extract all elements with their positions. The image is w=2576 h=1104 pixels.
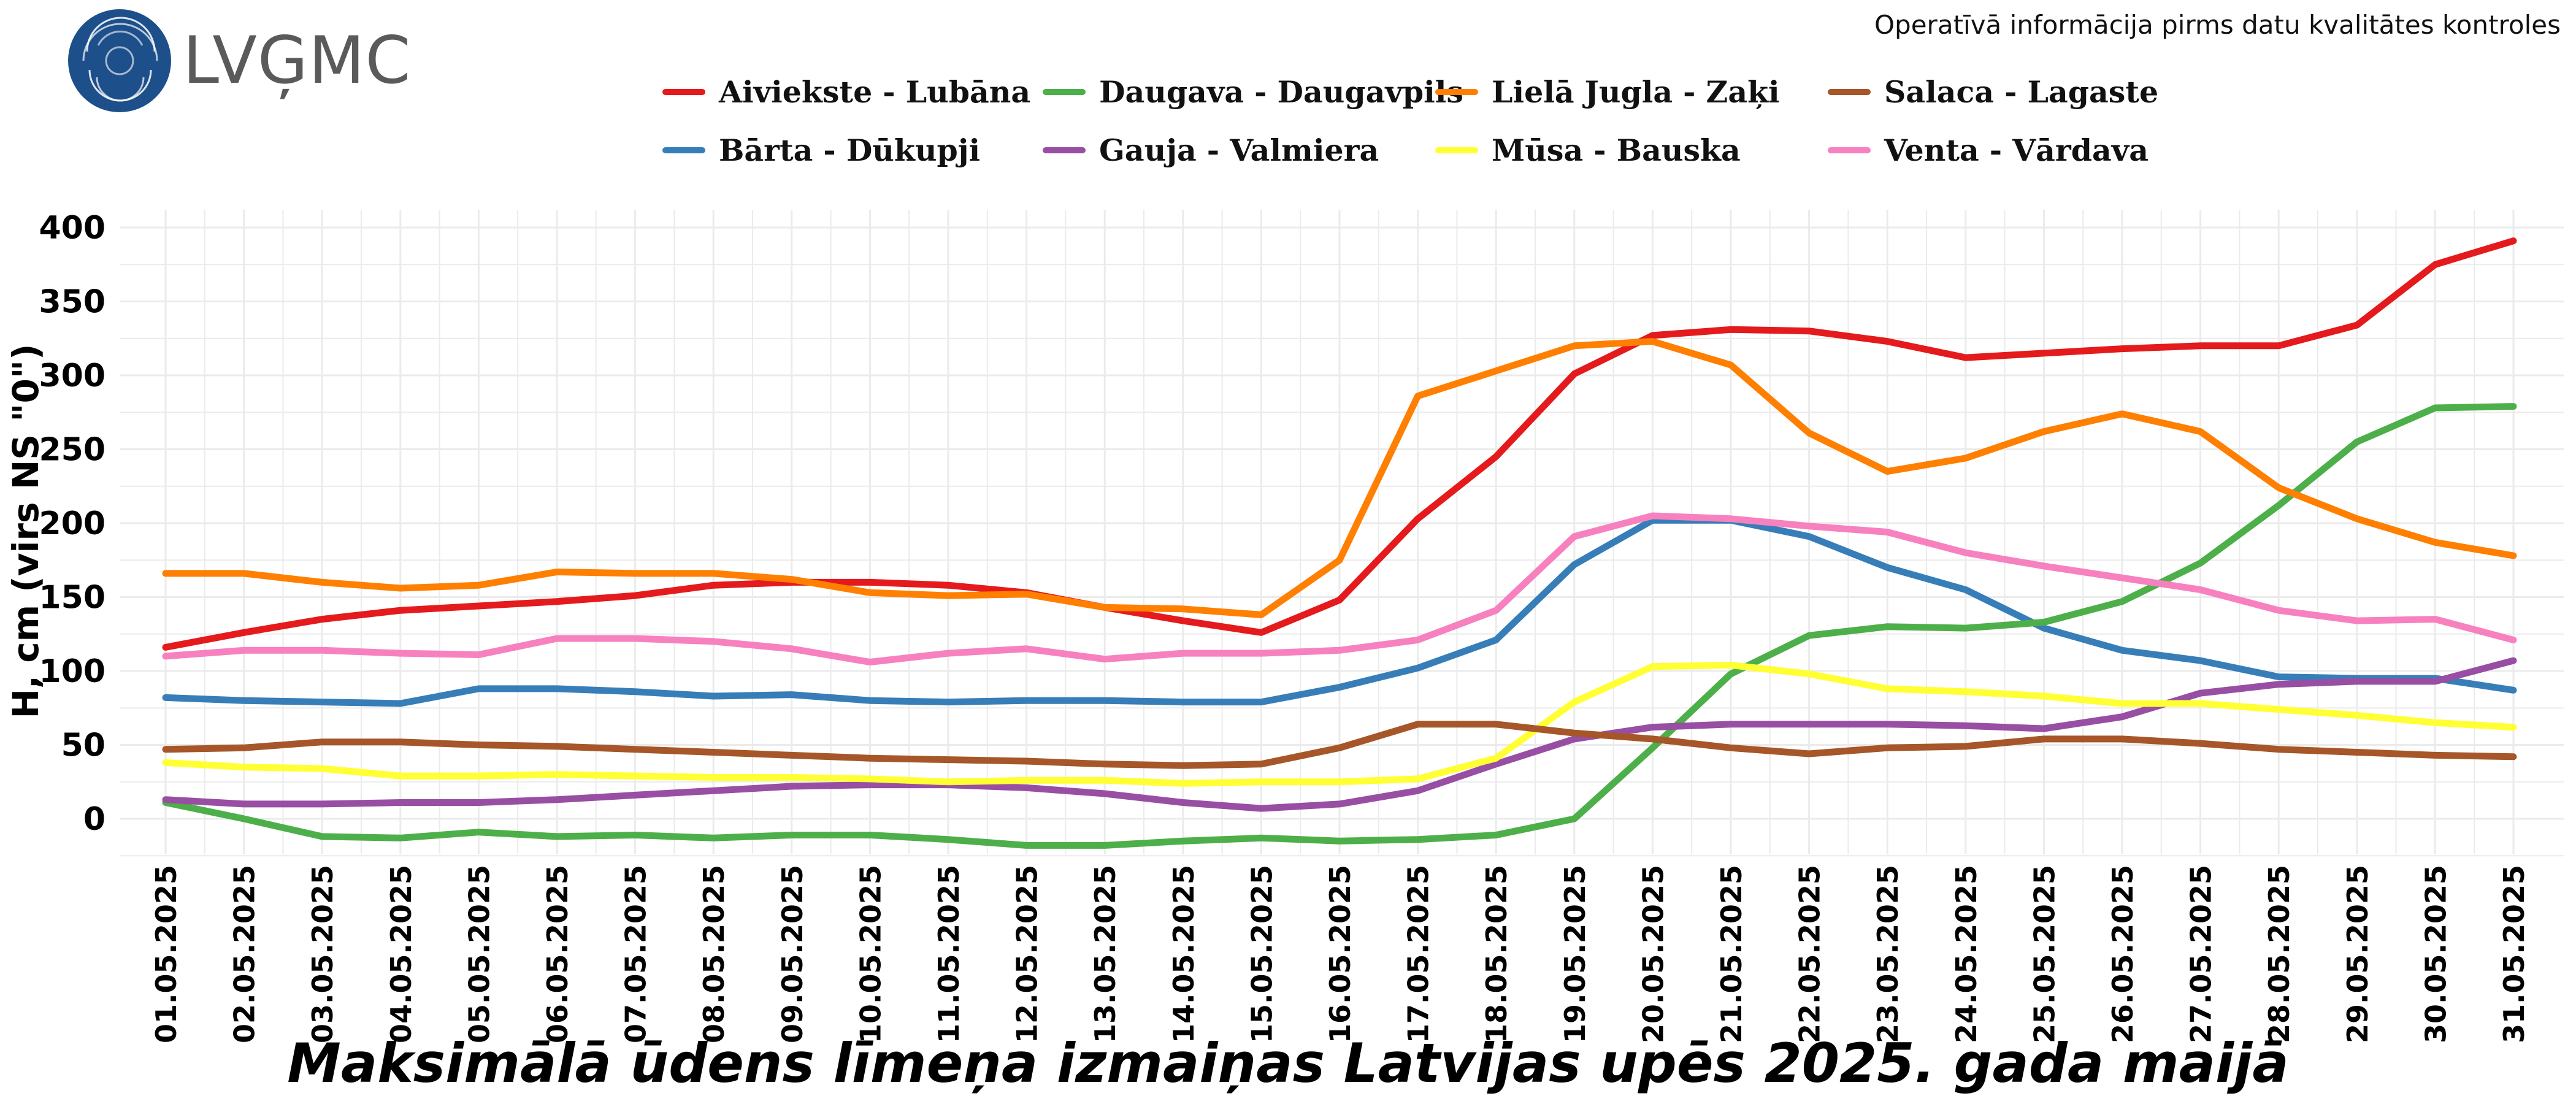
chart-legend: Aiviekste - Lubāna Daugava - Daugavpils Li… xyxy=(662,63,2158,179)
y-tick-label: 400 xyxy=(39,210,105,247)
series-line-7 xyxy=(162,721,2517,769)
legend-label: Lielā Jugla - Zaķi xyxy=(1492,74,1780,110)
legend-item: Lielā Jugla - Zaķi xyxy=(1435,63,1828,121)
x-tick-label: 28.05.2025 xyxy=(2263,865,2296,1043)
x-tick-label: 07.05.2025 xyxy=(619,865,653,1043)
legend-label: Salaca - Lagaste xyxy=(1884,74,2159,110)
x-tick-label: 08.05.2025 xyxy=(697,865,730,1043)
legend-label: Gauja - Valmiera xyxy=(1099,132,1379,168)
x-tick-label: 20.05.2025 xyxy=(1636,865,1669,1043)
series-line-4 xyxy=(162,657,2517,812)
y-tick-label: 0 xyxy=(83,801,105,838)
logo-emblem-icon xyxy=(68,9,171,112)
legend-swatch xyxy=(662,88,705,95)
x-tick-label: 24.05.2025 xyxy=(1950,865,1983,1043)
x-tick-label: 01.05.2025 xyxy=(150,865,183,1043)
x-tick-label: 13.05.2025 xyxy=(1089,865,1122,1043)
y-tick-label: 300 xyxy=(39,358,105,394)
series-line-6 xyxy=(162,661,2517,787)
series-line-3 xyxy=(162,403,2517,849)
legend-item: Aiviekste - Lubāna xyxy=(662,63,1043,121)
x-tick-label: 19.05.2025 xyxy=(1558,865,1592,1043)
x-tick-label: 25.05.2025 xyxy=(2028,865,2061,1043)
y-tick-label: 250 xyxy=(39,432,105,469)
legend-item: Gauja - Valmiera xyxy=(1043,121,1435,179)
x-tick-label: 17.05.2025 xyxy=(1402,865,1435,1043)
y-tick-label: 50 xyxy=(61,727,105,764)
x-tick-label: 10.05.2025 xyxy=(854,865,887,1043)
x-tick-label: 09.05.2025 xyxy=(776,865,809,1043)
x-tick-label: 04.05.2025 xyxy=(385,865,418,1043)
x-tick-label: 23.05.2025 xyxy=(1871,865,1904,1043)
legend-swatch xyxy=(1043,88,1086,95)
legend-item: Daugava - Daugavpils xyxy=(1043,63,1463,121)
legend-label: Bārta - Dūkupji xyxy=(719,132,981,168)
data-quality-disclaimer: Operatīvā informācija pirms datu kvalitā… xyxy=(1874,10,2561,40)
series-line-8 xyxy=(162,512,2517,665)
legend-label: Venta - Vārdava xyxy=(1884,132,2149,168)
x-tick-label: 26.05.2025 xyxy=(2106,865,2139,1043)
x-tick-label: 22.05.2025 xyxy=(1793,865,1827,1043)
legend-label: Daugava - Daugavpils xyxy=(1099,74,1463,110)
x-tick-label: 15.05.2025 xyxy=(1245,865,1278,1043)
x-tick-label: 30.05.2025 xyxy=(2419,865,2452,1043)
series-line-5 xyxy=(162,338,2517,618)
x-tick-label: 12.05.2025 xyxy=(1011,865,1044,1043)
legend-swatch xyxy=(662,147,705,153)
legend-label: Mūsa - Bauska xyxy=(1492,132,1741,168)
y-tick-label: 100 xyxy=(39,653,105,690)
x-tick-label: 14.05.2025 xyxy=(1167,865,1200,1043)
grid-lines xyxy=(120,210,2564,857)
logo-wordmark: LVĢMC xyxy=(183,23,412,98)
x-tick-label: 29.05.2025 xyxy=(2341,865,2374,1043)
x-tick-label: 03.05.2025 xyxy=(306,865,339,1043)
y-tick-label: 150 xyxy=(39,580,105,616)
legend-swatch xyxy=(1828,147,1871,153)
legend-item: Mūsa - Bauska xyxy=(1435,121,1828,179)
legend-swatch xyxy=(1043,147,1086,153)
x-tick-label: 18.05.2025 xyxy=(1480,865,1513,1043)
lvgmc-logo: LVĢMC xyxy=(67,9,411,119)
x-tick-label: 05.05.2025 xyxy=(462,865,496,1043)
x-tick-label: 11.05.2025 xyxy=(932,865,965,1043)
x-tick-label: 02.05.2025 xyxy=(228,865,261,1043)
legend-item: Salaca - Lagaste xyxy=(1828,63,2158,121)
y-tick-label: 200 xyxy=(39,505,105,542)
y-tick-label: 350 xyxy=(39,284,105,321)
legend-label: Aiviekste - Lubāna xyxy=(719,74,1031,110)
series-line-2 xyxy=(162,516,2517,707)
x-tick-label: 16.05.2025 xyxy=(1324,865,1357,1043)
x-tick-label: 06.05.2025 xyxy=(541,865,574,1043)
legend-swatch xyxy=(1435,88,1478,95)
legend-swatch xyxy=(1828,88,1871,95)
x-tick-label: 31.05.2025 xyxy=(2497,865,2531,1043)
chart-title: Maksimālā ūdens līmeņa izmaiņas Latvijas… xyxy=(287,1032,2289,1095)
series-line-1 xyxy=(162,237,2517,651)
x-tick-label: 27.05.2025 xyxy=(2185,865,2218,1043)
legend-item: Venta - Vārdava xyxy=(1828,121,2149,179)
x-tick-label: 21.05.2025 xyxy=(1715,865,1748,1043)
y-axis-label: H, cm (virs NS "0") xyxy=(5,343,47,718)
legend-swatch xyxy=(1435,147,1478,153)
legend-item: Bārta - Dūkupji xyxy=(662,121,1043,179)
